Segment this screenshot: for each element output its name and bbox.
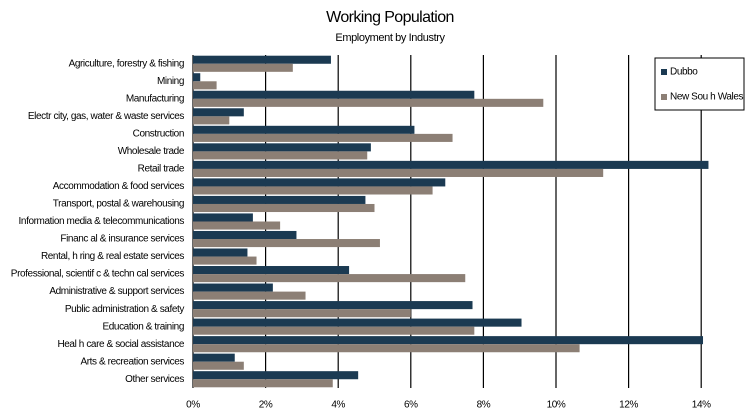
y-tick-label: Administrative & support services xyxy=(49,286,184,297)
y-tick-label: Wholesale trade xyxy=(118,146,185,157)
y-tick-label: Accommodation & food services xyxy=(53,181,185,192)
bar xyxy=(193,344,580,353)
y-tick-label: Manufacturing xyxy=(126,93,184,104)
chart-title: Working Population xyxy=(326,9,454,26)
bar xyxy=(193,73,201,82)
bar xyxy=(193,248,248,257)
bar xyxy=(193,256,257,265)
bar xyxy=(193,203,375,213)
y-tick-label: Construction xyxy=(133,129,184,140)
bar xyxy=(193,98,544,107)
y-tick-label: Professional, scientif c & techn cal ser… xyxy=(11,269,185,280)
bar xyxy=(193,221,281,230)
y-tick-label: Rental, h ring & real estate services xyxy=(41,251,184,262)
bar xyxy=(193,291,306,300)
bar xyxy=(193,168,604,177)
bar xyxy=(193,239,380,248)
y-tick-label: Arts & recreation services xyxy=(80,356,184,367)
bar xyxy=(193,371,359,380)
y-tick-label: Education & training xyxy=(102,321,184,332)
legend-box xyxy=(654,57,745,111)
bar xyxy=(193,379,333,388)
y-tick-label: Retail trade xyxy=(138,164,185,175)
bar xyxy=(193,55,331,64)
x-tick-label: 12% xyxy=(619,400,638,411)
y-tick-label: Heal h care & social assistance xyxy=(57,339,184,350)
bar xyxy=(193,116,230,125)
y-tick-label: Transport, postal & warehousing xyxy=(53,199,184,210)
bar xyxy=(193,283,273,292)
bar xyxy=(193,230,297,240)
y-tick-label: Electr city, gas, water & waste services xyxy=(28,111,184,122)
bar xyxy=(193,160,709,169)
x-tick-label: 8% xyxy=(477,400,491,411)
bar xyxy=(193,108,244,117)
legend-label: New Sou h Wales xyxy=(670,92,744,103)
y-tick-label: Financ al & insurance services xyxy=(60,234,184,245)
bar xyxy=(193,63,293,72)
x-tick-label: 0% xyxy=(186,400,200,411)
bar xyxy=(193,336,704,345)
bar xyxy=(193,301,473,310)
bar xyxy=(193,353,235,362)
x-tick-label: 14% xyxy=(692,400,711,411)
y-tick-label: Other services xyxy=(125,374,184,385)
bar xyxy=(193,318,522,327)
bar xyxy=(193,186,433,195)
legend-swatch xyxy=(661,69,667,75)
bar xyxy=(193,361,244,370)
x-tick-label: 2% xyxy=(259,400,273,411)
bar xyxy=(193,274,466,283)
bar xyxy=(193,213,253,222)
y-tick-label: Mining xyxy=(157,76,184,87)
bar xyxy=(193,195,366,204)
bar xyxy=(193,178,446,187)
bar xyxy=(193,81,217,90)
legend-label: Dubbo xyxy=(670,67,698,78)
bar xyxy=(193,133,453,142)
x-tick-label: 10% xyxy=(547,400,566,411)
y-tick-label: Public administration & safety xyxy=(65,304,185,315)
x-tick-label: 6% xyxy=(404,400,418,411)
legend-swatch xyxy=(661,94,667,100)
bar xyxy=(193,90,475,99)
bar xyxy=(193,309,411,318)
bar xyxy=(193,125,415,134)
y-tick-label: Information media & telecommunications xyxy=(19,216,185,227)
x-tick-label: 4% xyxy=(331,400,345,411)
chart-subtitle: Employment by Industry xyxy=(335,32,445,44)
y-tick-label: Agriculture, forestry & fishing xyxy=(69,58,184,69)
bar xyxy=(193,143,371,152)
bar xyxy=(193,266,350,275)
bar xyxy=(193,151,368,160)
bar xyxy=(193,326,475,335)
